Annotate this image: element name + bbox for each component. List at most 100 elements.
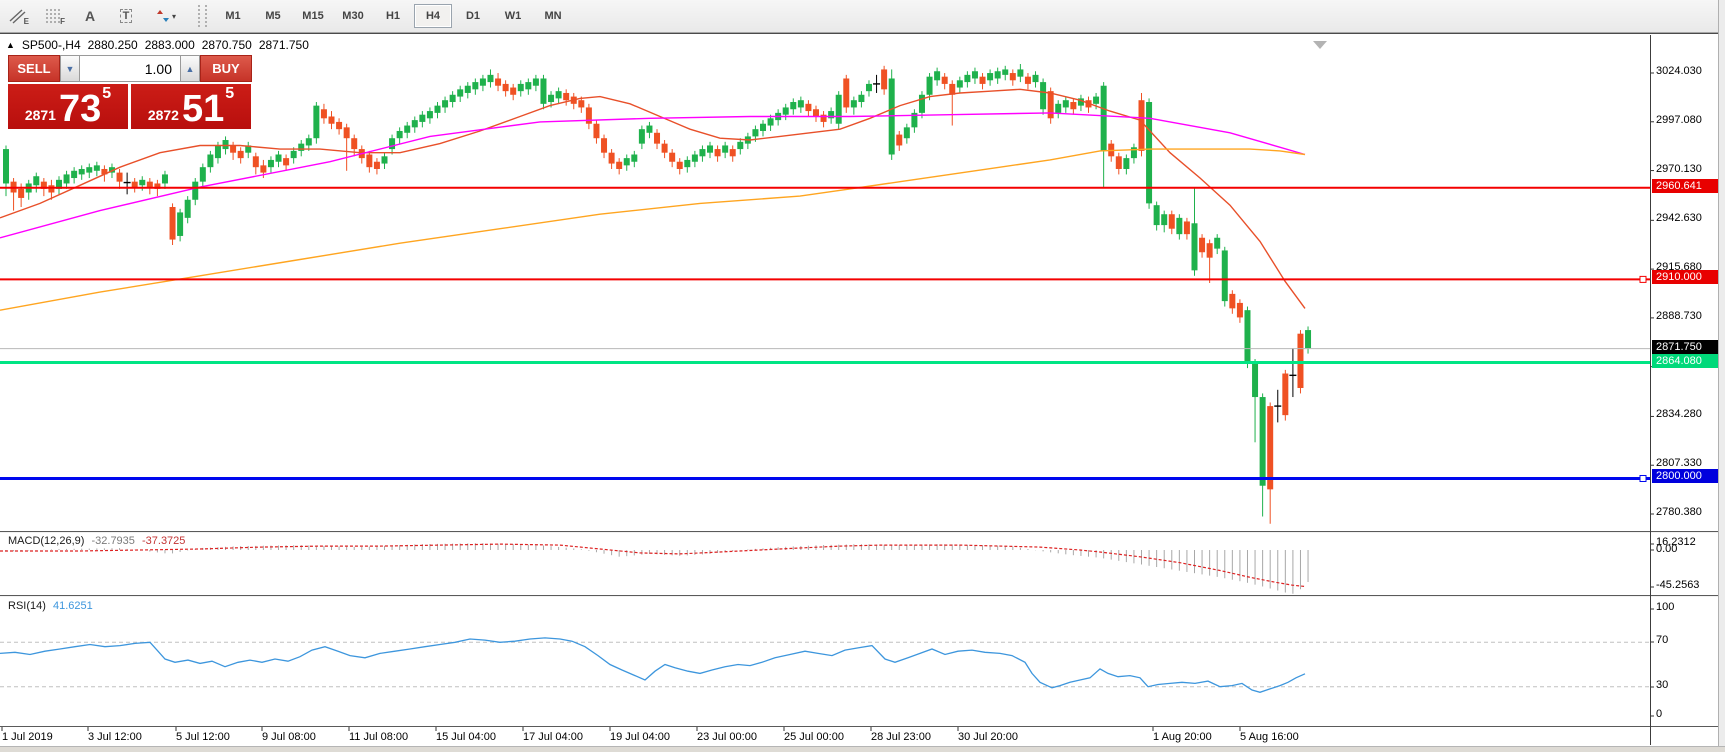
candle-body	[669, 152, 676, 162]
price-badge: 2960.641	[1652, 178, 1718, 193]
chart-canvas	[0, 64, 1654, 731]
candle-body	[3, 149, 9, 184]
candle-body	[313, 105, 320, 139]
time-axis-label: 28 Jul 23:00	[871, 731, 931, 743]
candle-body	[154, 183, 161, 189]
candle-body	[812, 109, 819, 117]
macd-panel-separator[interactable]	[0, 531, 1718, 532]
candle-body	[214, 145, 221, 159]
time-axis-label: 5 Jul 12:00	[176, 731, 230, 743]
candle-body	[1168, 214, 1175, 229]
candle-body	[381, 156, 388, 164]
tf-mn-button[interactable]: MN	[544, 10, 562, 22]
candle-body	[896, 134, 903, 146]
candle-body	[161, 174, 168, 184]
price-tick-label: 2915.680	[1656, 261, 1702, 274]
chart-shift-marker-icon[interactable]	[1313, 41, 1327, 49]
candle-body	[971, 71, 978, 79]
tf-m5-button[interactable]: M5	[265, 10, 281, 22]
volume-input[interactable]: 1.00	[80, 55, 180, 82]
price-tick-label: 2970.130	[1656, 162, 1702, 175]
sell-button[interactable]: SELL	[8, 55, 60, 82]
candle-body	[1100, 85, 1107, 151]
price-badge: 2910.000	[1652, 270, 1718, 285]
candle-body	[941, 76, 948, 84]
candle-body	[1267, 406, 1274, 490]
candle-body	[351, 138, 358, 150]
candle-body	[1191, 223, 1198, 271]
volume-decrease-button[interactable]: ▼	[60, 55, 80, 82]
candle-body	[86, 167, 93, 173]
candle-body	[1009, 73, 1016, 81]
time-axis-label: 19 Jul 04:00	[610, 731, 670, 743]
arrow-objects-icon[interactable]: ▾	[146, 3, 186, 29]
candle-body	[646, 125, 653, 133]
candle-body	[472, 82, 479, 90]
rsi-label: RSI(14) 41.6251	[8, 600, 93, 612]
candle-body	[464, 85, 471, 93]
time-axis-label: 23 Jul 00:00	[697, 731, 757, 743]
price-tick-label: 2834.280	[1656, 408, 1702, 421]
chart-ohlc-header: ▲ SP500-,H4 2880.250 2883.000 2870.750 2…	[6, 38, 309, 52]
sell-price-prefix: 2871	[24, 107, 56, 123]
candle-body	[843, 78, 850, 108]
candle-body	[1206, 243, 1213, 258]
macd-signal-line	[0, 543, 1306, 588]
volume-increase-button[interactable]: ▲	[180, 55, 200, 82]
ma-line-medium[interactable]	[0, 112, 1306, 239]
horizontal-scrollbar-strip[interactable]	[0, 746, 1725, 752]
tf-m30-button[interactable]: M30	[342, 10, 364, 22]
candle-body	[805, 103, 812, 112]
candle-body	[578, 100, 585, 108]
ma-line-fast[interactable]	[0, 88, 1306, 309]
candle-body	[177, 212, 184, 236]
time-axis-label: 1 Aug 20:00	[1153, 731, 1212, 743]
line-handle[interactable]	[1639, 275, 1647, 283]
candle-body	[1002, 69, 1009, 75]
buy-button[interactable]: BUY	[200, 55, 252, 82]
candle-body	[18, 188, 25, 198]
candle-body	[40, 181, 47, 189]
fibonacci-icon[interactable]: F	[38, 3, 70, 29]
line-handle[interactable]	[1639, 474, 1647, 482]
chart-area[interactable]	[0, 33, 1725, 746]
tf-d1-button[interactable]: D1	[465, 10, 481, 22]
ma-line-slow[interactable]	[0, 148, 1306, 311]
candle-body	[525, 82, 532, 90]
time-axis-label: 3 Jul 12:00	[88, 731, 142, 743]
candle-body	[457, 89, 464, 97]
candle-body	[729, 149, 736, 157]
time-axis-label: 9 Jul 08:00	[262, 731, 316, 743]
buy-price-tile[interactable]: 2872 51 5	[131, 84, 251, 129]
candle-body	[737, 141, 744, 150]
collapse-panel-icon[interactable]: ▲	[6, 40, 15, 50]
candle-body	[222, 140, 229, 150]
tf-w1-button[interactable]: W1	[504, 10, 522, 22]
candle-body	[555, 91, 562, 99]
candle-body	[1047, 91, 1054, 119]
buy-price-big: 51	[181, 88, 225, 130]
candle-body	[252, 156, 259, 168]
equidistant-channel-icon[interactable]: E	[2, 3, 34, 29]
candle-body	[502, 83, 509, 92]
text-label-icon[interactable]: A	[84, 8, 96, 24]
candle-body	[623, 158, 630, 166]
toolbar-grip[interactable]	[198, 5, 207, 27]
tf-m1-button[interactable]: M1	[225, 10, 241, 22]
text-box-icon[interactable]: T	[110, 3, 142, 29]
sell-price-tile[interactable]: 2871 73 5	[8, 84, 128, 129]
candle-body	[638, 129, 645, 144]
candle-body	[108, 167, 115, 173]
price-tick-label: 3024.030	[1656, 65, 1702, 77]
tf-m15-button[interactable]: M15	[302, 10, 324, 22]
time-axis-separator	[0, 726, 1718, 727]
candle-body	[237, 150, 244, 159]
close-value: 2871.750	[258, 38, 309, 52]
rsi-panel-separator[interactable]	[0, 595, 1718, 596]
sell-price-sup: 5	[102, 85, 112, 102]
candle-body	[714, 149, 721, 157]
candle-body	[654, 132, 661, 144]
candle-body	[169, 206, 176, 240]
tf-h1-button[interactable]: H1	[385, 10, 401, 22]
tf-h4-button[interactable]: H4	[414, 4, 452, 28]
